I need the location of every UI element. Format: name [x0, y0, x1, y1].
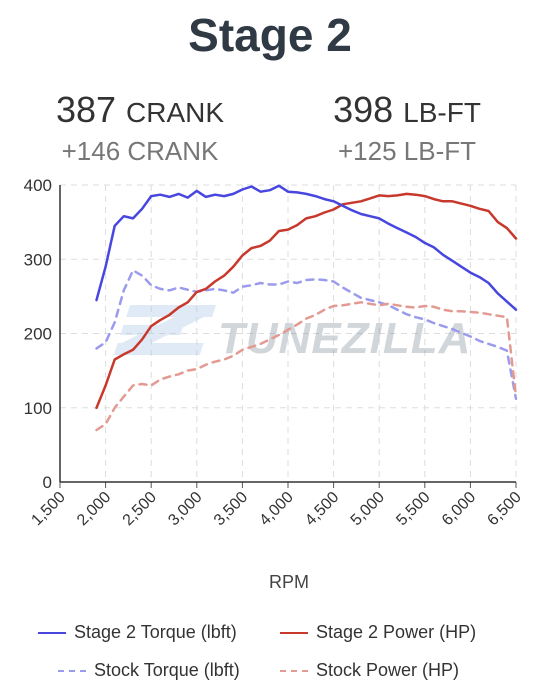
watermark-text: TUNEZILLA: [218, 314, 471, 363]
legend-swatch: [38, 631, 66, 634]
y-tick-label: 200: [24, 325, 52, 344]
legend-item-stock-power[interactable]: Stock Power (HP): [280, 660, 459, 681]
power-stat: 387 CRANK +146 CRANK: [30, 90, 250, 167]
legend-item-stock-torque[interactable]: Stock Torque (lbft): [58, 660, 240, 681]
legend-item-stage2-torque[interactable]: Stage 2 Torque (lbft): [38, 622, 237, 643]
legend-label: Stage 2 Power (HP): [316, 622, 477, 642]
x-tick-label: 2,000: [74, 489, 114, 529]
y-tick-labels: 0 100 200 300 400: [24, 176, 52, 492]
torque-stat-main: 398 LB-FT: [297, 90, 517, 133]
y-tick-label: 300: [24, 250, 52, 269]
legend-item-stage2-power[interactable]: Stage 2 Power (HP): [280, 622, 476, 643]
series-line-stock-power-hp: [95, 301, 518, 432]
power-delta: +146 CRANK: [61, 136, 219, 166]
tunezilla-watermark: TUNEZILLA: [113, 305, 471, 363]
legend-swatch: [280, 669, 308, 672]
power-unit: CRANK: [126, 97, 225, 128]
legend-swatch: [280, 631, 308, 634]
x-tick-label: 2,500: [120, 489, 160, 529]
x-tick-label: 5,000: [348, 489, 388, 529]
legend-label: Stock Torque (lbft): [94, 660, 240, 680]
watermark-logo-slash: [121, 317, 205, 343]
x-tick-label: 6,500: [484, 489, 524, 529]
watermark-logo-bar: [120, 325, 184, 335]
dyno-chart: TUNEZILLA 1,500 2,000 2,500 3,000 3,500 4,000…: [24, 176, 525, 592]
x-axis-label: RPM: [269, 572, 309, 592]
y-tick-label: 100: [24, 399, 52, 418]
legend-swatch: [58, 669, 86, 672]
series-line-stage-2-torque-lbft: [95, 184, 518, 311]
torque-unit: LB-FT: [403, 97, 481, 128]
power-stat-main: 387 CRANK: [30, 90, 250, 133]
y-tick-label: 0: [43, 473, 52, 492]
series-line-stage-2-power-hp: [95, 192, 518, 410]
watermark-logo-bar: [126, 305, 216, 317]
y-tick-label: 400: [24, 176, 52, 195]
series-line-stock-torque-lbft: [95, 269, 518, 401]
x-tick-label: 4,000: [256, 489, 296, 529]
torque-delta: +125 LB-FT: [337, 136, 476, 166]
torque-stat: 398 LB-FT +125 LB-FT: [297, 90, 517, 167]
x-tick-label: 3,500: [211, 489, 251, 529]
x-tick-label: 1,500: [28, 489, 68, 529]
chart-series: [95, 184, 518, 432]
x-tick-label: 6,000: [439, 489, 479, 529]
chart-axes: [59, 185, 517, 488]
x-tick-label: 4,500: [302, 489, 342, 529]
x-tick-label: 5,500: [393, 489, 433, 529]
legend-label: Stock Power (HP): [316, 660, 460, 680]
grid-lines: [60, 184, 517, 482]
legend-label: Stage 2 Torque (lbft): [74, 622, 237, 642]
x-tick-label: 3,000: [165, 489, 205, 529]
page-title: Stage 2: [188, 9, 352, 61]
x-tick-labels: 1,500 2,000 2,500 3,000 3,500 4,000 4,500 5,000…: [28, 489, 524, 529]
torque-value: 398: [333, 89, 394, 130]
power-value: 387: [55, 89, 117, 130]
